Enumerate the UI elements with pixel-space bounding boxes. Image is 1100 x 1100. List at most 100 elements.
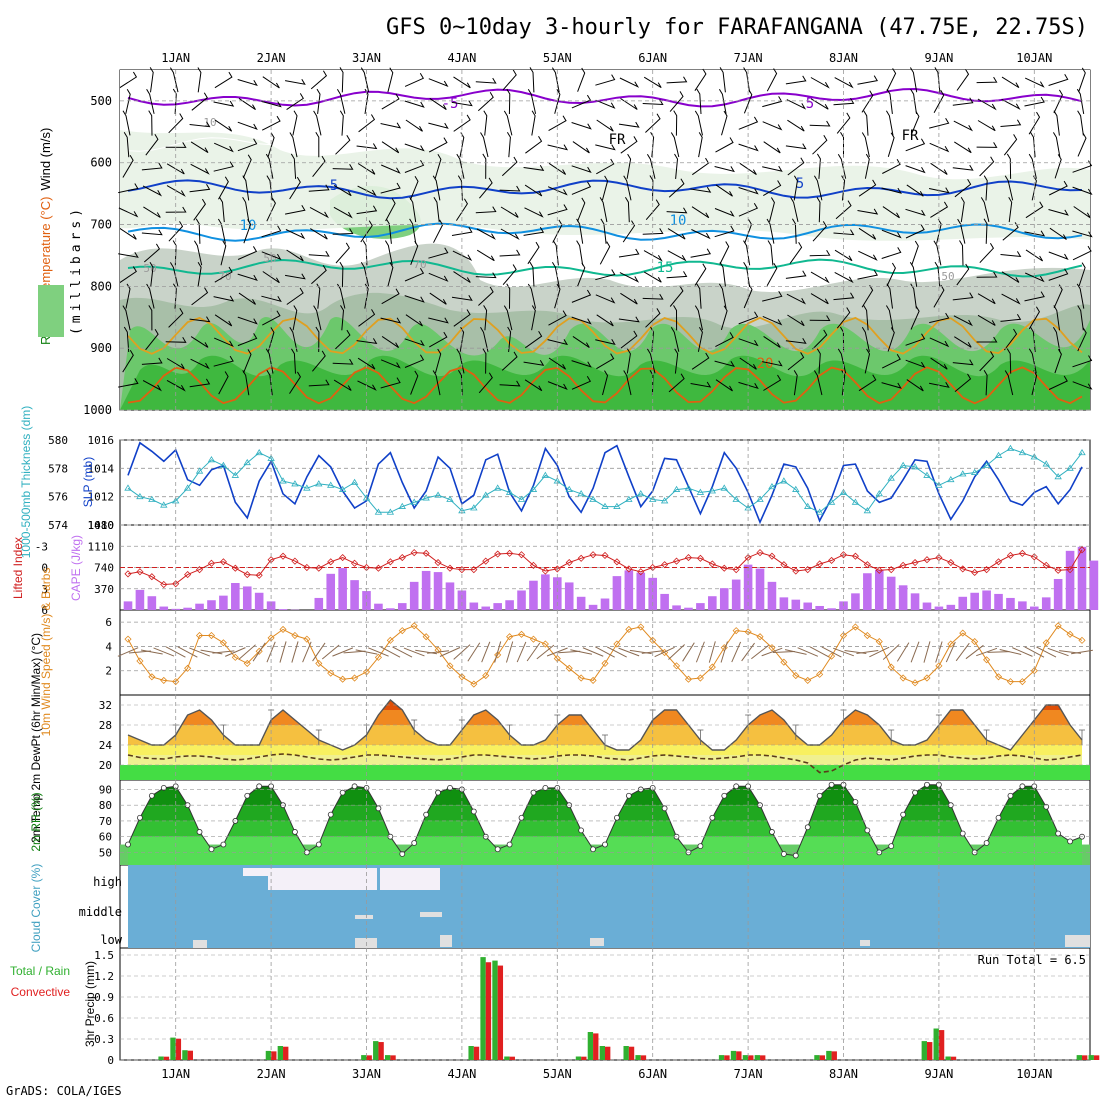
wind-barb xyxy=(694,305,703,331)
low-cloud-block xyxy=(355,915,373,919)
li-point xyxy=(792,567,800,575)
wind-barb xyxy=(571,122,592,130)
wind-barb xyxy=(618,248,640,258)
wind-barb xyxy=(571,376,592,390)
wind-barb xyxy=(286,93,304,111)
thickness-point xyxy=(577,490,585,497)
wind-barb xyxy=(453,309,471,327)
wind-barb xyxy=(237,273,258,281)
thickness-point xyxy=(875,490,883,497)
pressure-tick: 800 xyxy=(90,279,112,293)
wind-barb xyxy=(1052,132,1061,158)
wind-barb xyxy=(189,316,211,323)
wind-barb xyxy=(738,143,759,152)
wind-barb xyxy=(290,153,297,179)
wind-barb xyxy=(834,271,854,284)
thickness-point xyxy=(613,502,621,509)
wind-barb xyxy=(380,122,402,129)
wind-barb xyxy=(620,292,638,305)
li-point xyxy=(434,558,442,567)
wind-barb xyxy=(600,218,607,244)
wind-barb xyxy=(791,218,797,244)
thickness-point xyxy=(1030,453,1039,460)
li-ylabel: Lifted Index xyxy=(11,537,25,599)
high-cloud-block xyxy=(380,868,440,890)
wind-barb xyxy=(432,175,441,201)
wind-barb xyxy=(623,370,632,396)
thickness-point xyxy=(648,495,657,502)
wind-barb xyxy=(309,206,329,219)
wind-barb xyxy=(190,358,210,370)
slp-tick: 1016 xyxy=(88,434,115,447)
wind-barb xyxy=(739,357,757,370)
wind-barb xyxy=(308,379,330,387)
wind-barb xyxy=(977,314,996,326)
surface-wind-barb xyxy=(923,641,931,663)
thickness-point xyxy=(338,485,347,492)
li-point xyxy=(243,571,251,579)
surface-wind-barb xyxy=(582,647,604,657)
rh-point xyxy=(244,792,251,799)
wind-barb xyxy=(905,208,926,216)
wind-barb xyxy=(357,163,376,175)
wind-barb xyxy=(953,315,973,327)
wind-barb xyxy=(381,288,400,305)
wind-speed-point xyxy=(422,633,430,641)
wind-barb xyxy=(910,283,917,309)
wind-speed-point xyxy=(1078,636,1086,644)
wind-barb xyxy=(1028,306,1040,330)
precip-convective-bar xyxy=(163,1056,170,1060)
surface-wind-barb xyxy=(654,646,675,658)
rh-point xyxy=(292,829,298,835)
wind-barb xyxy=(1054,348,1062,374)
wind-speed-point xyxy=(506,633,514,641)
thickness-point xyxy=(410,498,418,505)
wind-speed-point xyxy=(160,676,168,684)
cape-bar xyxy=(254,592,264,610)
wind-speed-point xyxy=(863,631,871,640)
wind-barb xyxy=(666,207,688,214)
wind-barb xyxy=(1048,375,1068,390)
wind-barb xyxy=(1072,230,1093,238)
wind-barb xyxy=(315,326,320,353)
precip-total-bar xyxy=(480,957,486,1060)
wind-barb xyxy=(715,379,733,392)
rh-tick: 80 xyxy=(99,799,112,812)
wind-barb xyxy=(1028,111,1041,135)
wind-barb xyxy=(527,241,540,265)
wind-barb xyxy=(219,196,225,223)
surface-wind-barb xyxy=(505,641,514,663)
wind-barb xyxy=(292,305,298,331)
wind-barb xyxy=(766,218,775,244)
wind-ylabel: 10m Wind Speed (m/s) & Barbs xyxy=(39,568,53,737)
wind-barb xyxy=(694,263,707,286)
wind-barb xyxy=(905,165,926,174)
wind-barb xyxy=(267,132,275,157)
wind-speed-point xyxy=(303,635,311,643)
li-point xyxy=(684,554,693,562)
wind-barb xyxy=(642,228,664,235)
wind-barb xyxy=(626,348,631,374)
wind-barb xyxy=(813,370,823,396)
wind-barb xyxy=(834,249,853,262)
slp-thickness-panel: 580 578 576 574 1016 1014 1012 1010 1000-500mb T… xyxy=(19,406,1090,558)
wind-barb xyxy=(619,272,640,283)
wind-speed-point xyxy=(911,679,919,687)
wind-barb xyxy=(836,112,851,134)
pressure-tick: 600 xyxy=(90,156,112,170)
wind-barb xyxy=(213,100,235,107)
top-day-tick: 2JAN xyxy=(257,51,286,65)
wind-barb xyxy=(930,201,949,218)
wind-barb xyxy=(452,250,473,261)
wind-barb xyxy=(480,132,489,158)
rh-band xyxy=(128,836,1082,865)
wind-barb xyxy=(380,317,402,324)
wind-barb xyxy=(812,329,828,350)
rh-tick: 50 xyxy=(99,846,112,859)
cape-bar xyxy=(457,590,467,610)
cape-bar xyxy=(576,596,586,610)
wind-barb xyxy=(719,261,726,288)
wind-barb xyxy=(1001,98,1021,110)
wind-barb xyxy=(1002,222,1019,241)
